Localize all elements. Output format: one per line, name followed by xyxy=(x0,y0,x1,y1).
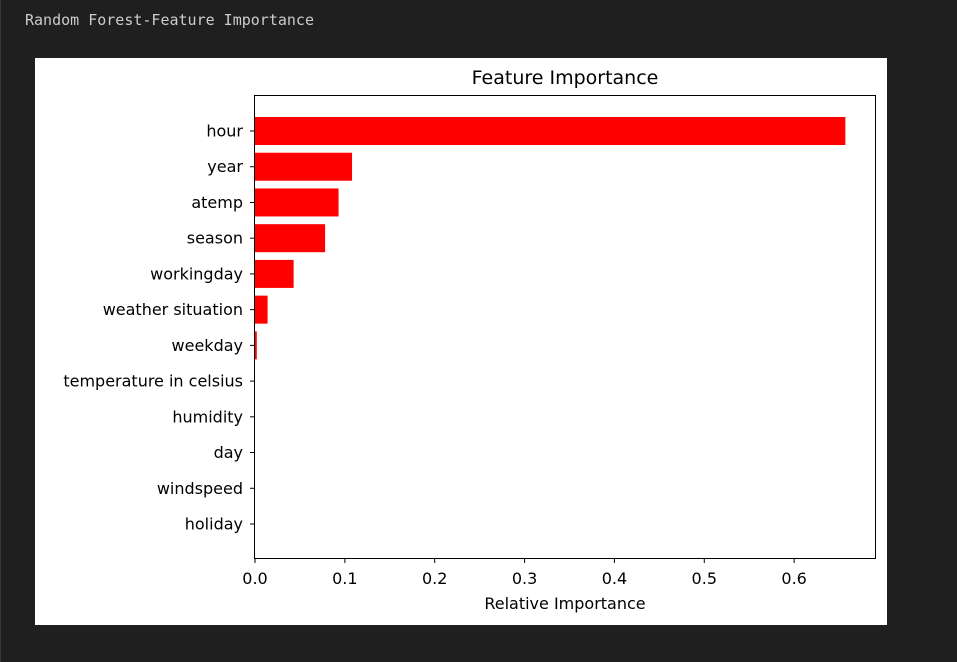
y-tick-labels: hour year atemp season workingday weather sit… xyxy=(63,122,255,534)
y-tick-label: hour xyxy=(206,122,243,141)
x-tick-label: 0.3 xyxy=(512,569,537,588)
stdout-text: Random Forest-Feature Importance xyxy=(25,11,314,29)
y-tick-label: year xyxy=(207,157,243,176)
bar-weather-situation xyxy=(255,295,268,324)
y-tick-label: workingday xyxy=(150,264,243,283)
y-tick-label: season xyxy=(187,229,243,248)
y-tick-label: temperature in celsius xyxy=(63,372,243,391)
cell-edge-divider xyxy=(0,0,1,662)
bar-atemp xyxy=(255,188,339,217)
x-tick-label: 0.5 xyxy=(692,569,717,588)
bar-season xyxy=(255,224,326,253)
bar-workingday xyxy=(255,259,294,288)
chart-svg: Feature Importance hour year atemp season wo… xyxy=(63,67,876,613)
y-tick-label: weekday xyxy=(172,336,243,355)
chart-title: Feature Importance xyxy=(472,67,659,89)
bars-layer xyxy=(255,117,846,360)
x-axis-label: Relative Importance xyxy=(484,594,645,613)
plot-frame xyxy=(254,95,876,559)
bar-hour xyxy=(255,117,846,145)
y-tick-label: weather situation xyxy=(103,300,243,319)
y-tick-label: windspeed xyxy=(157,479,243,498)
x-tick-label: 0.2 xyxy=(422,569,447,588)
y-tick-label: atemp xyxy=(191,193,243,212)
bar-weekday xyxy=(255,331,257,360)
y-tick-label: humidity xyxy=(172,407,243,426)
x-tick-label: 0.0 xyxy=(242,569,267,588)
bar-year xyxy=(255,152,353,181)
x-tick-label: 0.1 xyxy=(332,569,357,588)
x-tick-label: 0.6 xyxy=(781,569,806,588)
y-tick-label: day xyxy=(214,443,243,462)
x-tick-label: 0.4 xyxy=(602,569,627,588)
chart-figure: Feature Importance hour year atemp season wo… xyxy=(35,58,887,625)
y-tick-label: holiday xyxy=(185,515,243,534)
x-ticks: 0.0 0.1 0.2 0.3 0.4 0.5 0.6 xyxy=(242,558,807,588)
